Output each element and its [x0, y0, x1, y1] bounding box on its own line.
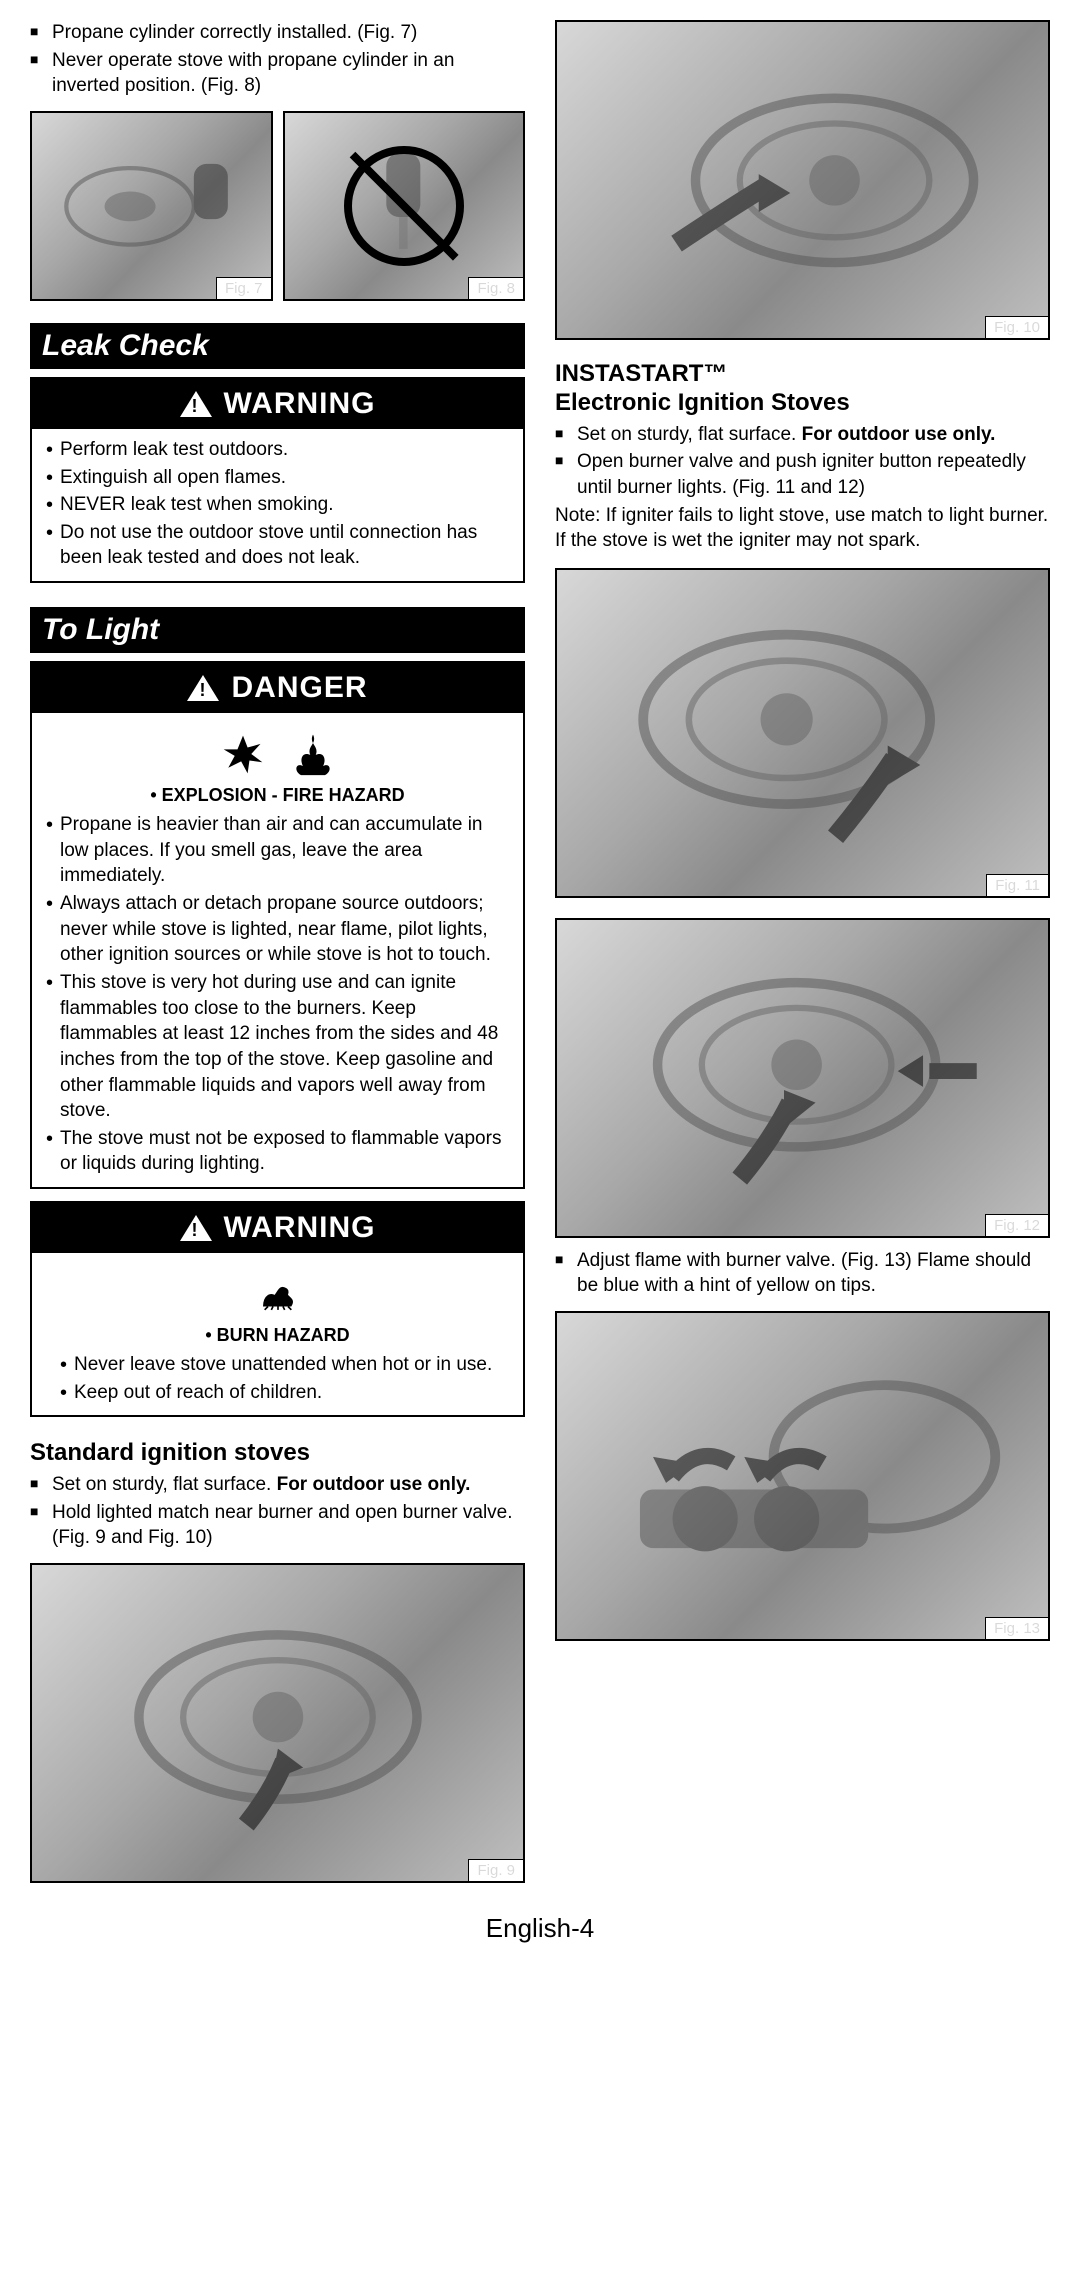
list-item: Set on sturdy, flat surface. For outdoor… — [555, 422, 1050, 448]
stove-photo-placeholder — [44, 132, 259, 281]
text-segment: Set on sturdy, flat surface. — [577, 424, 802, 445]
text-segment: Set on sturdy, flat surface. — [52, 1474, 277, 1495]
warning-triangle-icon — [180, 1215, 212, 1241]
figure-label: Fig. 9 — [468, 1859, 523, 1881]
text-bold: For outdoor use only. — [802, 424, 996, 445]
list-item: Open burner valve and push igniter butto… — [555, 449, 1050, 500]
list-item: Perform leak test outdoors. — [42, 437, 513, 463]
figure-label: Fig. 10 — [985, 316, 1048, 338]
intro-list: Propane cylinder correctly installed. (F… — [30, 20, 525, 101]
figure-13: Fig. 13 — [555, 1311, 1050, 1641]
instastart-list: Set on sturdy, flat surface. For outdoor… — [555, 422, 1050, 503]
danger-banner: DANGER — [32, 663, 523, 713]
figure-8: Fig. 8 — [283, 111, 526, 301]
figure-9: Fig. 9 — [30, 1563, 525, 1883]
burn-hazard-title: • BURN HAZARD — [42, 1325, 513, 1346]
instastart-note: Note: If igniter fails to light stove, u… — [555, 503, 1050, 554]
list-item: This stove is very hot during use and ca… — [42, 970, 513, 1124]
to-light-header: To Light — [30, 607, 525, 653]
fire-icon — [288, 729, 338, 779]
page-columns: Propane cylinder correctly installed. (F… — [30, 20, 1050, 1893]
instastart-heading: INSTASTART™ Electronic Ignition Stoves — [555, 360, 1050, 418]
heading-line1: INSTASTART™ — [555, 360, 727, 387]
hazard-icons-row — [42, 729, 513, 779]
standard-list: Set on sturdy, flat surface. For outdoor… — [30, 1472, 525, 1553]
warning-triangle-icon — [180, 391, 212, 417]
stove-photo-placeholder — [582, 1346, 1024, 1607]
page-footer: English-4 — [30, 1913, 1050, 1944]
list-item: Propane cylinder correctly installed. (F… — [30, 20, 525, 46]
figs-7-8-row: Fig. 7 Fig. 8 — [30, 111, 525, 301]
prohibit-icon — [344, 146, 464, 266]
warning-banner: WARNING — [32, 1203, 523, 1253]
stove-photo-placeholder — [582, 951, 1024, 1204]
warning-box-2: WARNING • BURN HAZARD Never leave stove … — [30, 1201, 525, 1417]
burn-list: Never leave stove unattended when hot or… — [42, 1352, 513, 1405]
heading-line2: Electronic Ignition Stoves — [555, 389, 850, 416]
adjust-list: Adjust flame with burner valve. (Fig. 13… — [555, 1248, 1050, 1301]
figure-label: Fig. 11 — [986, 874, 1048, 896]
warning-list: Perform leak test outdoors. Extinguish a… — [42, 437, 513, 571]
list-item: Adjust flame with burner valve. (Fig. 13… — [555, 1248, 1050, 1299]
warning-label: WARNING — [224, 387, 376, 421]
list-item: Hold lighted match near burner and open … — [30, 1500, 525, 1551]
danger-label: DANGER — [231, 671, 367, 705]
stove-photo-placeholder — [582, 602, 1024, 863]
list-item: NEVER leak test when smoking. — [42, 492, 513, 518]
list-item: The stove must not be exposed to flammab… — [42, 1126, 513, 1177]
figure-7: Fig. 7 — [30, 111, 273, 301]
text-bold: For outdoor use only. — [277, 1474, 471, 1495]
warning-triangle-icon — [187, 675, 219, 701]
figure-11: Fig. 11 — [555, 568, 1050, 898]
stove-photo-placeholder — [582, 54, 1024, 307]
right-column: Fig. 10 INSTASTART™ Electronic Ignition … — [555, 20, 1050, 1893]
list-item: Never leave stove unattended when hot or… — [56, 1352, 513, 1378]
explosion-list: Propane is heavier than air and can accu… — [42, 812, 513, 1177]
figure-label: Fig. 12 — [985, 1214, 1048, 1236]
stove-photo-placeholder — [57, 1597, 499, 1850]
explosion-hazard-title: • EXPLOSION - FIRE HAZARD — [42, 785, 513, 806]
list-item: Set on sturdy, flat surface. For outdoor… — [30, 1472, 525, 1498]
warning-label: WARNING — [224, 1211, 376, 1245]
figure-label: Fig. 13 — [985, 1617, 1048, 1639]
list-item: Never operate stove with propane cylinde… — [30, 48, 525, 99]
warning-banner: WARNING — [32, 379, 523, 429]
figure-10: Fig. 10 — [555, 20, 1050, 340]
list-item: Extinguish all open flames. — [42, 465, 513, 491]
hazard-icons-row — [42, 1269, 513, 1319]
danger-box: DANGER • EXPLOSION - FIRE HAZARD Propane… — [30, 661, 525, 1189]
list-item: Always attach or detach propane source o… — [42, 891, 513, 968]
explosion-icon — [218, 729, 268, 779]
list-item: Do not use the outdoor stove until conne… — [42, 520, 513, 571]
figure-12: Fig. 12 — [555, 918, 1050, 1238]
standard-ignition-heading: Standard ignition stoves — [30, 1439, 525, 1468]
list-item: Propane is heavier than air and can accu… — [42, 812, 513, 889]
figure-label: Fig. 7 — [216, 277, 271, 299]
list-item: Keep out of reach of children. — [56, 1380, 513, 1406]
warning-box-1: WARNING Perform leak test outdoors. Exti… — [30, 377, 525, 583]
left-column: Propane cylinder correctly installed. (F… — [30, 20, 525, 1893]
leak-check-header: Leak Check — [30, 323, 525, 369]
burn-hand-icon — [253, 1269, 303, 1319]
figure-label: Fig. 8 — [468, 277, 523, 299]
